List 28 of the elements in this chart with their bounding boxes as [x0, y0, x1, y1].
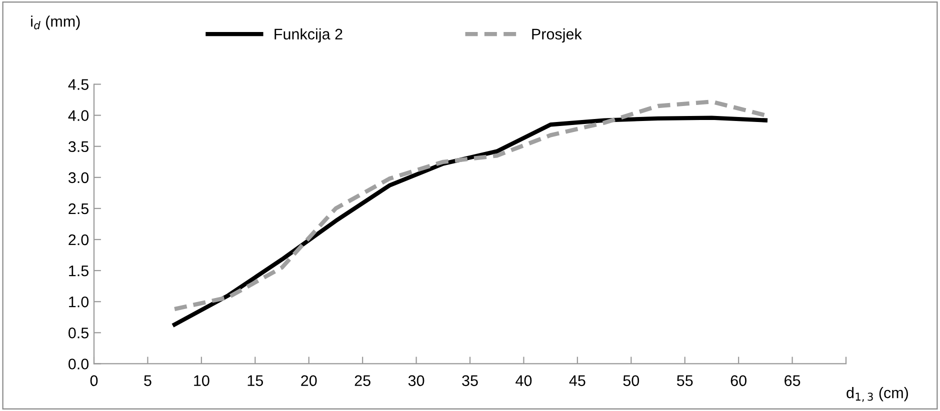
- x-tick-label: 65: [784, 375, 800, 386]
- x-tick-label: 50: [623, 375, 640, 386]
- y-tick-label: 1.5: [69, 266, 88, 276]
- y-axis-title: i$_{d}$ (mm): [31, 16, 80, 30]
- x-tick-label: 25: [354, 375, 370, 386]
- y-tick-label: 3.5: [68, 141, 88, 152]
- x-axis-title: d$_{1,3}$ (cm): [846, 386, 908, 402]
- x-tick-label: 10: [194, 375, 210, 386]
- x-tick-label: 45: [569, 375, 586, 386]
- legend-label: Funkcija 2: [274, 28, 342, 43]
- x-tick-label: 60: [730, 375, 746, 386]
- x-tick-label: 35: [462, 375, 478, 386]
- y-tick-label: 1.0: [69, 296, 89, 308]
- x-tick-label: 5: [144, 375, 152, 386]
- legend-label: Prosjek: [532, 28, 582, 43]
- x-tick-label: 0: [90, 375, 98, 386]
- x-tick-label: 30: [408, 375, 424, 386]
- y-tick-label: 0.0: [68, 358, 89, 370]
- y-tick-label: 4.5: [68, 79, 88, 90]
- y-tick-label: 0.5: [68, 328, 88, 338]
- y-tick-label: 2.5: [68, 203, 88, 214]
- y-tick-label: 3.0: [68, 172, 89, 184]
- y-tick-label: 4.0: [68, 110, 89, 121]
- x-tick-label: 20: [301, 375, 317, 386]
- y-tick-label: 2.0: [68, 234, 89, 246]
- x-tick-label: 40: [516, 375, 532, 386]
- x-tick-label: 55: [676, 375, 693, 386]
- x-tick-label: 15: [248, 375, 263, 386]
